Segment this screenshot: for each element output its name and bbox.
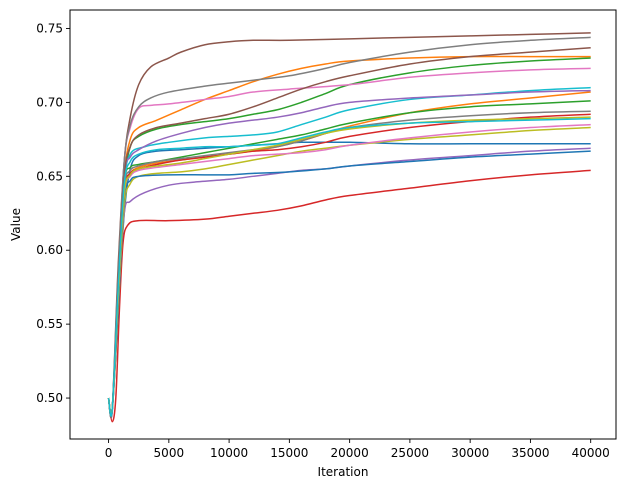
x-axis-label: Iteration <box>318 465 369 479</box>
y-axis-label: Value <box>9 208 23 241</box>
y-tick-label: 0.60 <box>36 243 63 257</box>
x-tick-label: 30000 <box>451 446 489 460</box>
series-line-4 <box>107 169 591 423</box>
y-tick-label: 0.50 <box>36 391 63 405</box>
x-tick-label: 20000 <box>331 446 369 460</box>
series-line-20 <box>107 117 591 417</box>
x-tick-label: 25000 <box>391 446 429 460</box>
y-tick-label: 0.70 <box>36 95 63 109</box>
y-tick-label: 0.65 <box>36 169 63 183</box>
x-tick-label: 5000 <box>154 446 185 460</box>
axes-layer: 0 5000 10000 15000 20000 25000 30000 35000 40000… <box>36 21 610 460</box>
y-tick-label: 0.75 <box>36 21 63 35</box>
x-tick-label: 35000 <box>511 446 549 460</box>
y-tick-label: 0.55 <box>36 317 63 331</box>
x-tick-label: 15000 <box>270 446 308 460</box>
plot-frame <box>69 9 617 440</box>
x-tick-label: 40000 <box>572 446 610 460</box>
x-tick-label: 10000 <box>210 446 248 460</box>
plot-area <box>107 32 591 423</box>
x-tick-label: 0 <box>105 446 113 460</box>
series-layer <box>107 32 591 423</box>
